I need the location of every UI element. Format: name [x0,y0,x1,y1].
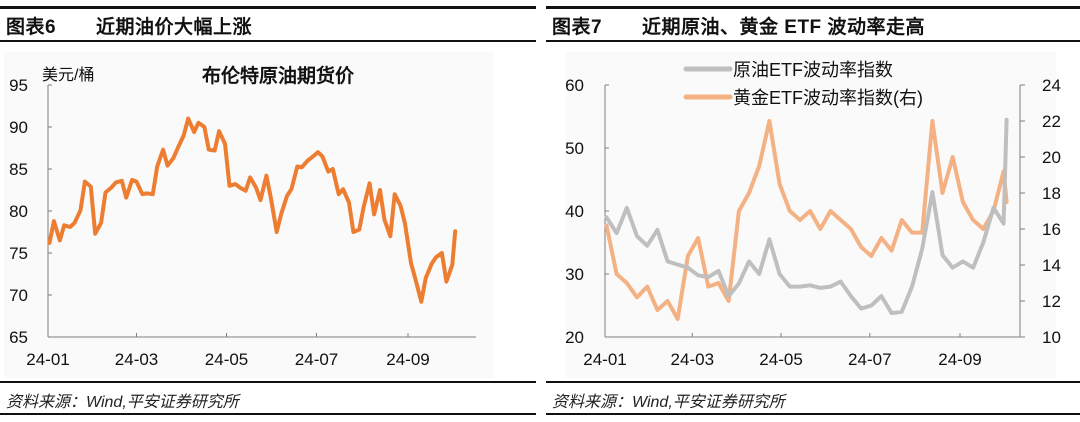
etf-volatility-chart: 20 30 40 50 60 10 12 14 16 18 20 22 24 24-01 24-03 24-0… [565,60,1061,369]
source-bottom-rule [0,413,536,415]
figure-header: 图表6 近期油价大幅上涨 [6,12,252,39]
right-y-tick-label: 10 [1042,328,1061,347]
x-tick-label: 24-07 [295,350,338,369]
header-rule [0,40,536,42]
figure-title: 近期原油、黄金 ETF 波动率走高 [642,17,925,38]
source-bottom-rule [546,413,1080,415]
x-tick-label: 24-09 [938,350,981,369]
left-y-tick-label: 30 [565,265,584,284]
right-y-tick-label: 12 [1042,292,1061,311]
y-tick-label: 90 [9,118,28,137]
left-y-tick-label: 50 [565,139,584,158]
left-y-tick-label: 40 [565,202,584,221]
y-tick-label: 80 [9,202,28,221]
figure-7-panel: 图表7 近期原油、黄金 ETF 波动率走高 20 30 40 50 60 10 12 14 16 1… [546,0,1080,422]
top-rule [546,6,1080,9]
right-y-tick-label: 20 [1042,148,1061,167]
legend-label: 黄金ETF波动率指数(右) [733,88,923,108]
chart-background [4,52,494,378]
y-tick-label: 65 [9,328,28,347]
header-rule [546,40,1080,42]
brent-price-line [47,116,458,304]
source-top-rule [0,381,536,383]
right-y-tick-label: 22 [1042,112,1061,131]
legend-label: 原油ETF波动率指数 [733,60,893,80]
right-y-tick-label: 16 [1042,220,1061,239]
figure-6-panel: 图表6 近期油价大幅上涨 65 70 75 80 85 90 95 24-01 24-03 24-0… [0,0,536,422]
right-y-tick-label: 24 [1042,76,1061,95]
left-y-tick-label: 20 [565,328,584,347]
x-tick-label: 24-03 [115,350,158,369]
source-note: 资料来源：Wind,平安证券研究所 [552,394,785,411]
figure-number: 图表6 [6,17,57,38]
y-axis-unit-label: 美元/桶 [42,66,94,84]
chart-title: 布伦特原油期货价 [202,64,355,87]
top-rule [0,6,536,9]
right-y-tick-label: 18 [1042,184,1061,203]
right-y-tick-label: 14 [1042,256,1061,275]
figure-header: 图表7 近期原油、黄金 ETF 波动率走高 [552,12,925,39]
x-tick-label: 24-09 [386,350,429,369]
figure-title: 近期油价大幅上涨 [96,17,253,38]
x-tick-label: 24-01 [26,350,69,369]
brent-chart: 65 70 75 80 85 90 95 24-01 24-03 24-05 24-07 24-09 美… [9,64,476,369]
source-note: 资料来源：Wind,平安证券研究所 [6,394,239,411]
oil-etf-vol-line [604,117,1009,316]
left-y-tick-label: 60 [565,76,584,95]
gold-etf-vol-line [604,119,1009,321]
figure-number: 图表7 [552,17,603,38]
y-tick-label: 85 [9,160,28,179]
x-tick-label: 24-01 [583,350,626,369]
y-tick-label: 75 [9,244,28,263]
y-tick-label: 70 [9,286,28,305]
x-tick-label: 24-07 [848,350,891,369]
x-tick-label: 24-05 [205,350,248,369]
x-tick-label: 24-03 [671,350,714,369]
x-tick-label: 24-05 [759,350,802,369]
source-top-rule [546,381,1080,383]
y-tick-label: 95 [9,76,28,95]
